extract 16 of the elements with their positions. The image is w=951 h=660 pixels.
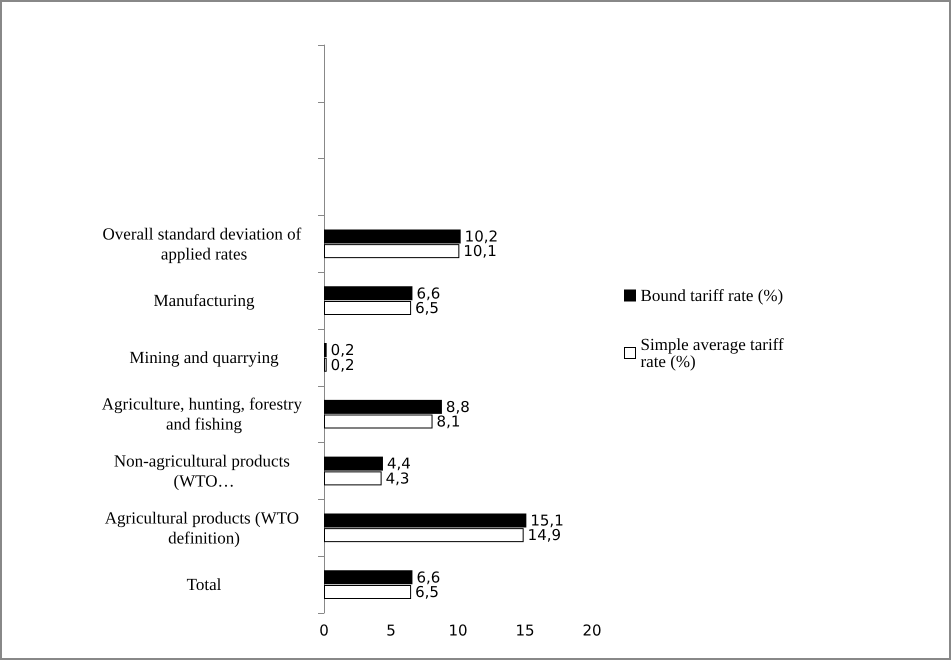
- y-tick-label: Overall standard deviation of applied rates: [102, 224, 306, 264]
- x-tick-label: 15: [515, 622, 535, 640]
- legend-label: Bound tariff rate (%): [640, 286, 784, 305]
- y-tick-label: Total: [186, 575, 222, 594]
- legend-label: Simple average tariff rate (%): [640, 335, 788, 371]
- x-tick-label: 5: [386, 622, 396, 640]
- x-tick-label: 10: [448, 622, 468, 640]
- data-label: 6,6: [416, 284, 440, 302]
- y-tick-label: Agricultural products (WTO definition): [104, 508, 304, 548]
- y-tick-label: Agriculture, hunting, forestry and fishing: [102, 394, 306, 434]
- y-tick-label: Mining and quarrying: [129, 348, 280, 367]
- y-tick-label: Non-agricultural products (WTO…: [114, 452, 294, 490]
- data-label: 6,6: [416, 568, 440, 586]
- x-tick-label: 20: [582, 622, 602, 640]
- y-tick-label: Manufacturing: [153, 291, 256, 310]
- x-tick-label: 0: [319, 622, 329, 640]
